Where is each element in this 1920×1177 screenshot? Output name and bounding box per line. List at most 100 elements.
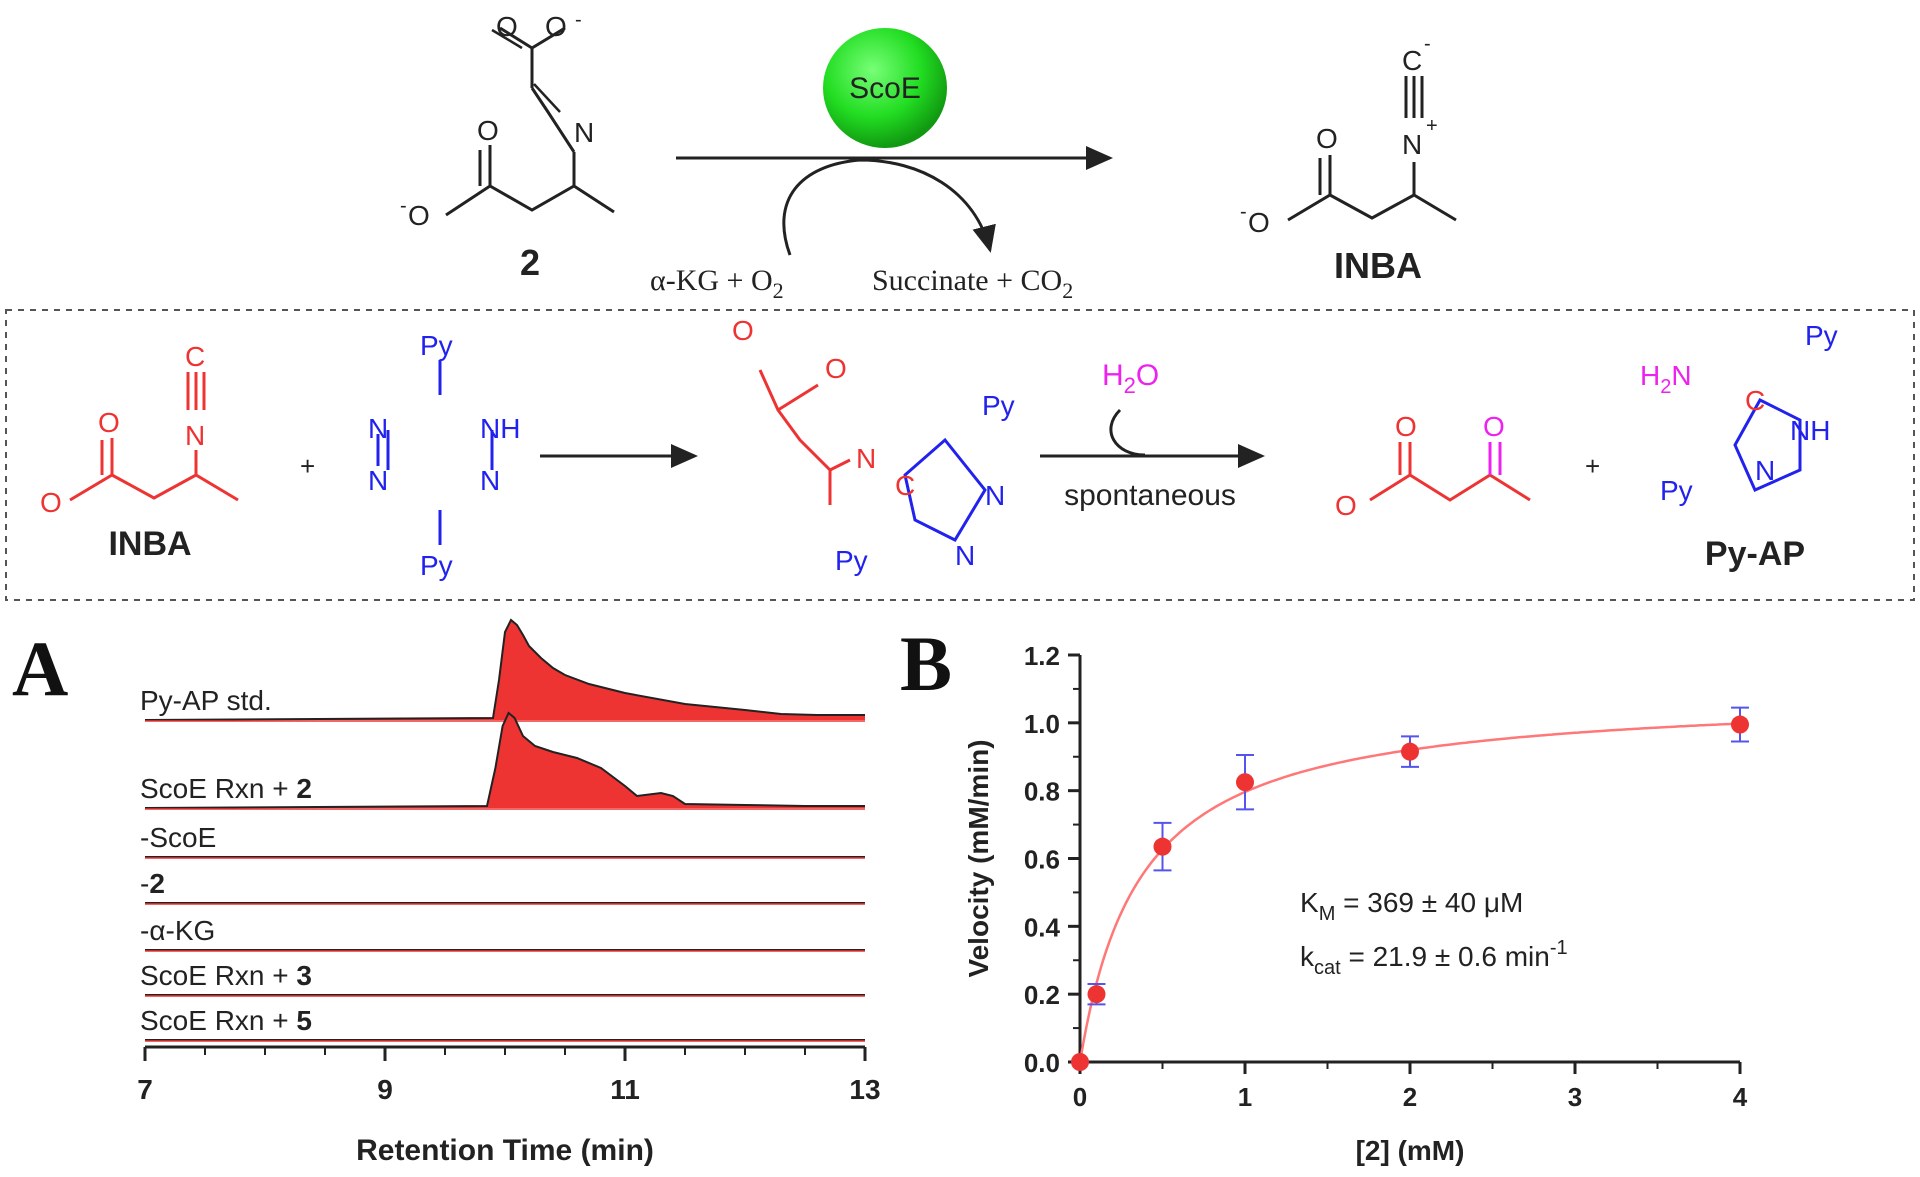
charge-minus-4: - [1424, 33, 1431, 55]
inba-o: O [98, 407, 120, 438]
water-o: O [1136, 359, 1159, 392]
intermediate-n1: N [985, 480, 1005, 511]
trace-line-0 [144, 618, 865, 721]
intermediate-blue-ring [903, 437, 987, 542]
top-reaction-scheme [445, 26, 1457, 256]
kcat-annotation: kcat = 21.9 ± 0.6 min-1 [1300, 937, 1568, 979]
y-tick-label: 1.0 [1024, 709, 1060, 739]
cosubstrates-sub: 2 [773, 278, 784, 303]
trace-label-text-4: -α-KG [140, 915, 215, 946]
data-point [1236, 773, 1254, 792]
inba-c: C [185, 341, 205, 372]
tetrazine-py-bottom: Py [420, 550, 453, 581]
trace-label-text-0: Py-AP std. [140, 685, 272, 716]
x-axis-label: Retention Time (min) [356, 1134, 654, 1167]
acetoacetate-structure [1369, 442, 1531, 502]
product-o: O [1316, 123, 1338, 154]
coproducts-main: Succinate + CO [872, 264, 1062, 297]
py-ap-py-left: Py [1660, 475, 1693, 506]
py-ap-amine-n: N [1671, 360, 1691, 391]
substrate-n: N [574, 117, 594, 148]
product-c: C [1402, 45, 1422, 76]
trace-label-3: -2 [140, 868, 165, 899]
y-tick-label: 1.2 [1024, 641, 1060, 671]
y-tick-label: 0.8 [1024, 777, 1060, 807]
acetoacetate-ketone [1488, 442, 1502, 475]
py-ap-amine-h: H [1640, 360, 1660, 391]
intermediate-py-2: Py [835, 545, 868, 576]
water-sub: 2 [1124, 373, 1136, 398]
charge-minus: - [575, 9, 582, 31]
intermediate-c: C [895, 470, 915, 501]
inba-o2: O [40, 487, 62, 518]
data-point [1153, 837, 1172, 856]
inba-product-structure [1287, 76, 1457, 222]
x-tick-label: 4 [1733, 1082, 1748, 1112]
product-o2: O [1248, 207, 1270, 238]
substrate-o3: O [477, 115, 499, 146]
tetrazine-n1: N [368, 413, 388, 444]
y-tick-label: 0.2 [1024, 980, 1060, 1010]
x-tick-label: 7 [137, 1074, 153, 1105]
py-ap-py-top: Py [1805, 320, 1838, 351]
trace-label-0: Py-AP std. [140, 685, 272, 716]
py-ap-ring [1733, 398, 1802, 492]
product-n: N [1402, 129, 1422, 160]
data-point [1401, 742, 1419, 761]
x-tick-label: 1 [1238, 1082, 1252, 1112]
cosubstrate-arc-arrow [782, 158, 996, 256]
x-axis-label: [2] (mM) [1356, 1135, 1465, 1166]
substrate-carboxylate-o2: O [545, 11, 567, 42]
cosubstrates-text: α-KG + O2 [650, 264, 784, 303]
tetrazine-nh: NH [480, 413, 520, 444]
trace-label-text-5: ScoE Rxn + [140, 960, 296, 991]
acetoacetate-o3: O [1483, 411, 1505, 442]
enzyme-label: ScoE [849, 72, 921, 105]
trace-label-text-2: -ScoE [140, 822, 216, 853]
charge-plus: + [1426, 115, 1438, 137]
intermediate-o1: O [732, 315, 754, 346]
trace-label-1: ScoE Rxn + 2 [140, 773, 312, 804]
tetrazine-py-top: Py [420, 330, 453, 361]
product-name: INBA [1334, 245, 1422, 286]
water-label: H2O [1102, 359, 1159, 398]
x-tick-label: 0 [1073, 1082, 1087, 1112]
tetrazine-structure [376, 360, 494, 545]
tetrazine-n3: N [480, 465, 500, 496]
y-tick-label: 0.6 [1024, 845, 1060, 875]
panel-b-letter: B [900, 620, 952, 707]
trace-fill-1 [145, 713, 865, 808]
py-ap-label: Py-AP [1705, 535, 1805, 573]
water-h: H [1102, 359, 1124, 392]
intermediate-o2: O [825, 353, 847, 384]
assay-inba-label: INBA [108, 525, 191, 563]
kinetics-panel: 0.0 0.2 0.4 0.6 0.8 1.0 1.2 0 1 2 3 4 [2] (mM) Veloci… [963, 641, 1749, 1166]
trace-label-text-3: - [140, 868, 149, 899]
trace-fill-0 [145, 620, 865, 720]
intermediate-n2: N [955, 540, 975, 571]
chromatogram-panel: Py-AP std. ScoE Rxn + 2 -ScoE -2 -α-KG ScoE R… [137, 618, 881, 1167]
x-tick-label: 9 [377, 1074, 393, 1105]
km-value: = 369 ± 40 μM [1335, 887, 1523, 918]
trace-label-bold-5: 3 [296, 960, 312, 991]
acetoacetate-o1: O [1395, 411, 1417, 442]
py-ap-amine: H2N [1640, 360, 1692, 398]
trace-line-1 [144, 711, 865, 809]
trace-label-4: -α-KG [140, 915, 215, 946]
inba-n: N [185, 420, 205, 451]
plus-sign-2: + [1585, 451, 1600, 481]
water-curve-arrow [1109, 408, 1146, 457]
substrate-2-structure [445, 26, 615, 217]
acetoacetate-o2: O [1335, 490, 1357, 521]
charge-minus-2: - [400, 195, 407, 217]
plus-sign-1: + [300, 451, 315, 481]
data-point [1087, 985, 1106, 1004]
km-sub: M [1319, 903, 1336, 925]
tetrazine-n2: N [368, 465, 388, 496]
trace-label-2: -ScoE [140, 822, 216, 853]
panel-a-letter: A [12, 625, 68, 712]
cosubstrates-main: α-KG + O [650, 264, 773, 297]
substrate-number: 2 [520, 242, 540, 283]
x-tick-label: 2 [1403, 1082, 1417, 1112]
